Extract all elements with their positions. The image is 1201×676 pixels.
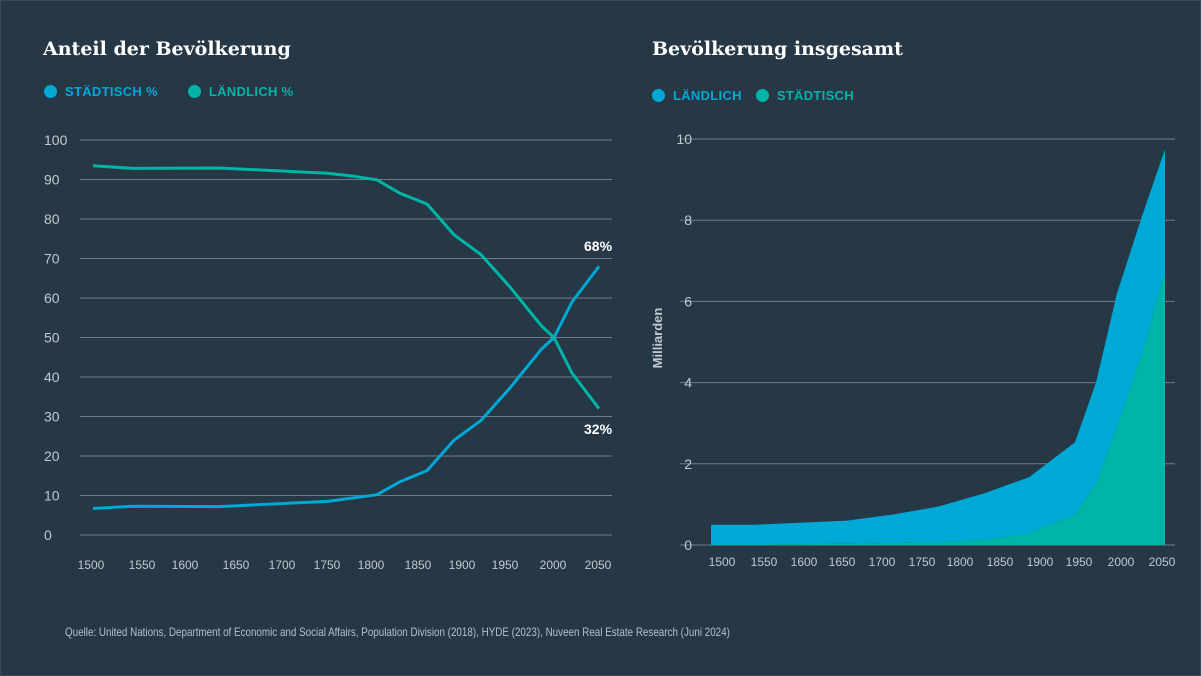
legend-dot-icon bbox=[44, 85, 57, 98]
x-tick-label: 1800 bbox=[947, 555, 974, 569]
y-tick-label: 0 bbox=[44, 527, 52, 543]
x-tick-label: 1700 bbox=[269, 558, 296, 572]
y-tick-label: 10 bbox=[676, 131, 692, 147]
right-legend: LÄNDLICH STÄDTISCH bbox=[652, 88, 854, 103]
left-chart: 0 10 20 30 40 50 60 70 80 90 100 1500 1550 1600 1650 17… bbox=[44, 132, 612, 572]
rural-share-line bbox=[92, 164, 601, 410]
x-tick-label: 1700 bbox=[869, 555, 896, 569]
x-tick-label: 1550 bbox=[751, 555, 778, 569]
y-tick-label: 100 bbox=[44, 132, 68, 148]
y-tick-label: 70 bbox=[44, 251, 60, 267]
x-tick-label: 1850 bbox=[987, 555, 1014, 569]
legend-dot-icon bbox=[652, 89, 665, 102]
x-tick-label: 1750 bbox=[314, 558, 341, 572]
x-tick-label: 1900 bbox=[449, 558, 476, 572]
urban-area bbox=[711, 273, 1165, 545]
x-tick-label: 2000 bbox=[1108, 555, 1135, 569]
y-tick-label: 90 bbox=[44, 172, 60, 188]
y-tick-label: 30 bbox=[44, 409, 60, 425]
legend-label-urban: STÄDTISCH bbox=[776, 88, 854, 103]
y-tick-label: 4 bbox=[684, 375, 692, 391]
y-tick-label: 10 bbox=[44, 488, 60, 504]
x-tick-label: 1600 bbox=[791, 555, 818, 569]
x-tick-label: 1550 bbox=[129, 558, 156, 572]
x-tick-label: 1900 bbox=[1027, 555, 1054, 569]
annotation-urban-2050: 68% bbox=[584, 238, 613, 254]
legend-label-urban: STÄDTISCH % bbox=[65, 84, 158, 99]
x-tick-label: 1500 bbox=[78, 558, 105, 572]
x-tick-label: 2000 bbox=[540, 558, 567, 572]
y-tick-label: 80 bbox=[44, 211, 60, 227]
y-tick-label: 2 bbox=[684, 456, 692, 472]
x-tick-label: 1950 bbox=[1066, 555, 1093, 569]
right-chart: 0 2 4 6 8 10 1500 1550 1600 1650 1700 1750 1800 1850 1… bbox=[676, 131, 1175, 569]
legend-dot-icon bbox=[755, 89, 769, 102]
x-tick-label: 1500 bbox=[709, 555, 736, 569]
x-tick-label: 1950 bbox=[492, 558, 519, 572]
source-note: Quelle: United Nations, Department of Ec… bbox=[65, 625, 730, 639]
left-chart-title: Anteil der Bevölkerung bbox=[43, 38, 291, 60]
y-axis-label: Milliarden bbox=[650, 308, 665, 369]
x-tick-label: 1850 bbox=[405, 558, 432, 572]
x-tick-label: 1650 bbox=[223, 558, 250, 572]
x-tick-label: 2050 bbox=[585, 558, 612, 572]
annotation-rural-2050: 32% bbox=[584, 421, 613, 437]
x-tick-label: 2050 bbox=[1149, 555, 1176, 569]
y-tick-label: 40 bbox=[44, 369, 60, 385]
y-tick-label: 60 bbox=[44, 290, 60, 306]
right-chart-title: Bevölkerung insgesamt bbox=[652, 38, 903, 60]
legend-dot-icon bbox=[187, 85, 201, 98]
x-tick-label: 1600 bbox=[172, 558, 199, 572]
y-tick-label: 8 bbox=[684, 212, 692, 228]
legend-label-rural: LÄNDLICH % bbox=[208, 84, 294, 99]
y-tick-label: 6 bbox=[684, 293, 692, 309]
left-legend: STÄDTISCH % LÄNDLICH % bbox=[44, 84, 293, 99]
urban-share-line bbox=[92, 265, 601, 510]
x-tick-label: 1800 bbox=[358, 558, 385, 572]
x-tick-label: 1650 bbox=[829, 555, 856, 569]
y-tick-label: 50 bbox=[44, 330, 60, 346]
legend-label-rural: LÄNDLICH bbox=[673, 88, 742, 103]
y-tick-label: 0 bbox=[684, 537, 692, 553]
x-tick-label: 1750 bbox=[909, 555, 936, 569]
y-tick-label: 20 bbox=[44, 448, 60, 464]
